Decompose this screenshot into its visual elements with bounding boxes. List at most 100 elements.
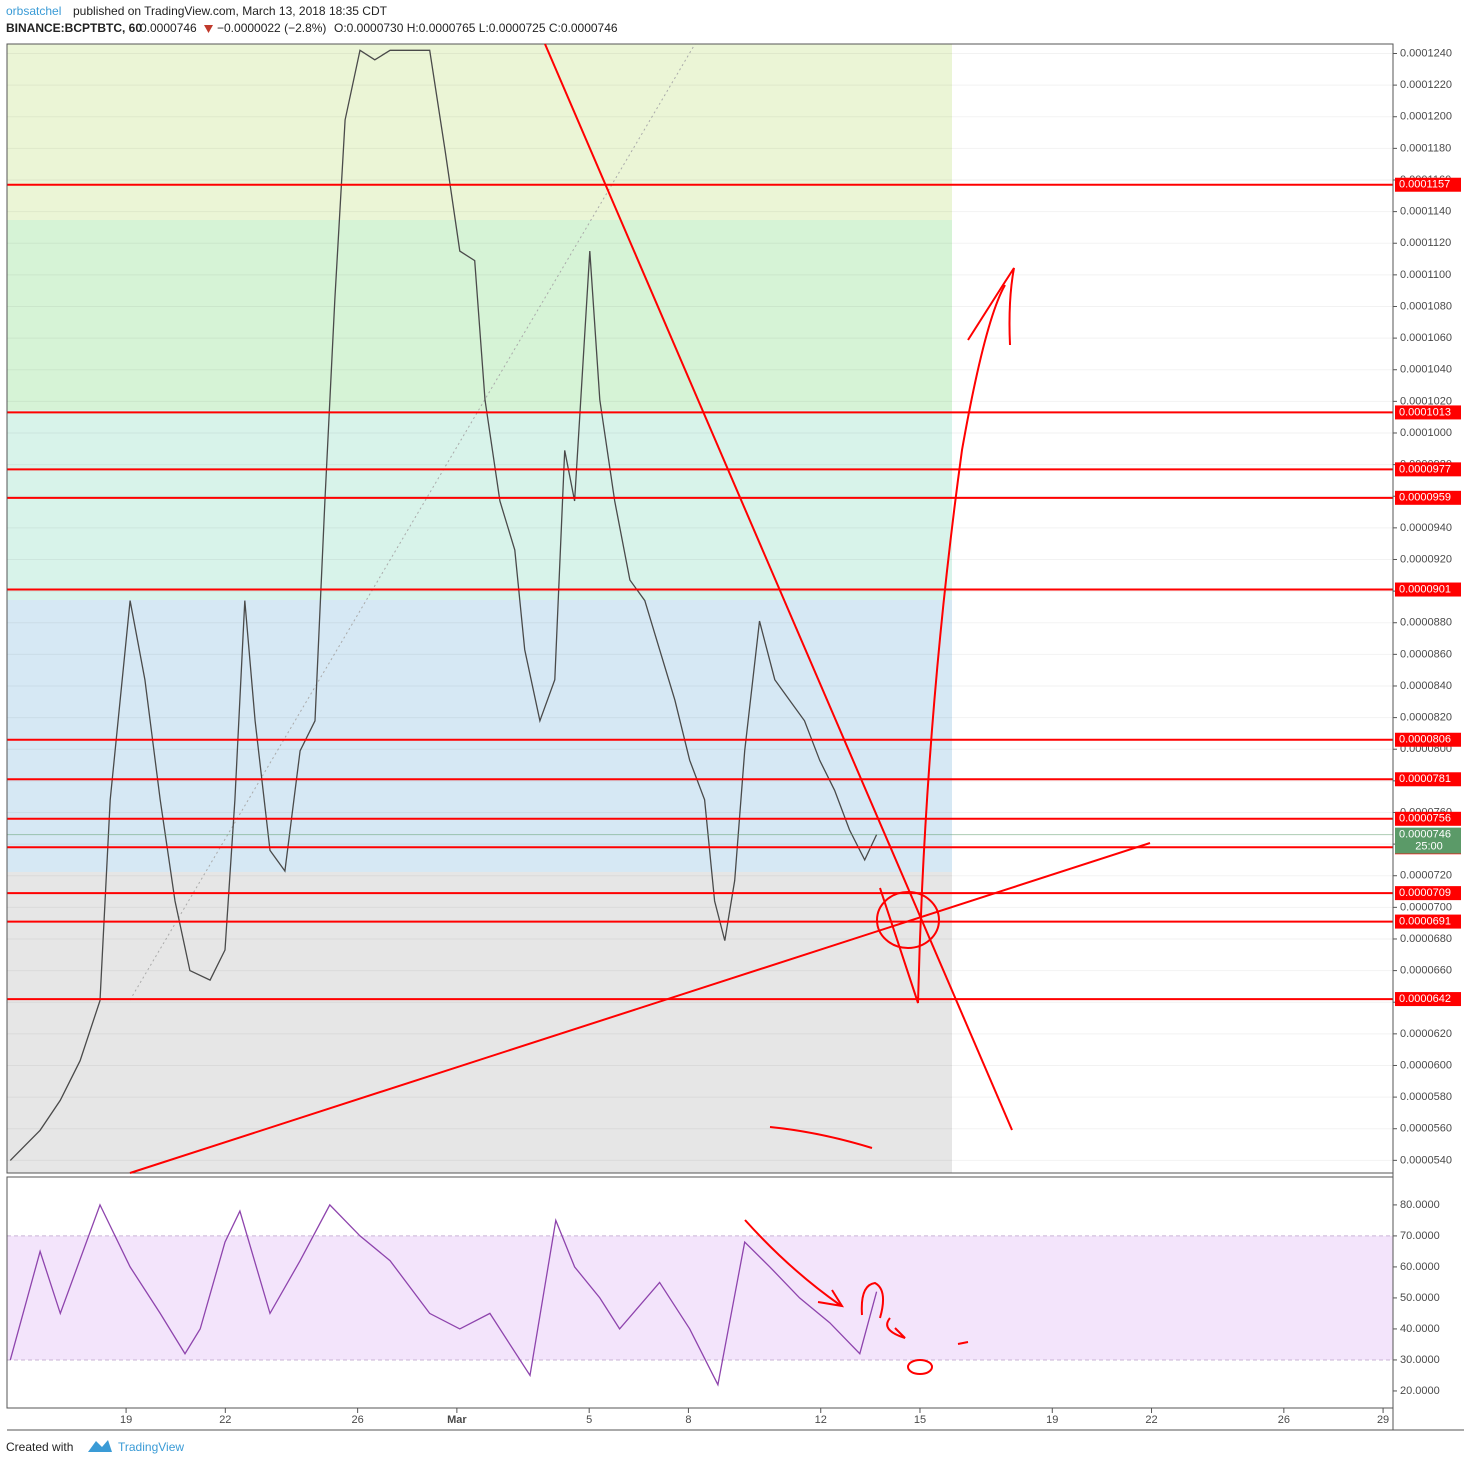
published: published on TradingView.com, March 13, … <box>73 4 388 18</box>
level-label-bg <box>1395 914 1461 929</box>
x-tick-label: 29 <box>1377 1414 1389 1426</box>
y-tick-label: 0.0001220 <box>1400 79 1452 91</box>
level-label: 0.0000901 <box>1399 583 1451 595</box>
y-tick-label: 0.0001180 <box>1400 142 1451 154</box>
series-line <box>9 49 878 1161</box>
y-tick-label: 0.0001060 <box>1400 332 1452 344</box>
y-tick-label: 0.0000920 <box>1400 553 1452 565</box>
x-tick-label: 12 <box>815 1414 827 1426</box>
y-tick-label: 0.0001140 <box>1400 206 1451 218</box>
level-label: 0.0000781 <box>1399 773 1451 785</box>
y-tick-label: 0.0000560 <box>1400 1123 1452 1135</box>
y-tick-label: 0.0000660 <box>1400 965 1452 977</box>
x-tick-label: 19 <box>120 1414 132 1426</box>
circle <box>876 891 940 949</box>
zone <box>7 44 952 220</box>
level-label-bg <box>1395 992 1461 1007</box>
y-tick-label: 0.0000860 <box>1400 648 1452 660</box>
level-label: 0.0001013 <box>1399 406 1451 418</box>
level-label-bg <box>1395 405 1461 420</box>
fib-zones <box>7 44 952 1173</box>
rsi-scribble <box>860 1281 906 1339</box>
y-tick-label: 0.0000940 <box>1400 522 1452 534</box>
down-arrow <box>204 25 213 33</box>
x-tick-label: 26 <box>352 1414 364 1426</box>
rsi-arrow <box>744 1219 845 1308</box>
y-tick-label: 0.0001000 <box>1400 427 1452 439</box>
frames <box>6 43 1464 1431</box>
level-label-bg <box>1395 177 1461 192</box>
arrowhead <box>967 267 1015 346</box>
y-tick-label: 60.0000 <box>1400 1261 1440 1273</box>
y-tick-label: 80.0000 <box>1400 1199 1440 1211</box>
last-price-bg <box>1395 827 1461 854</box>
level-label: 0.0000977 <box>1399 463 1451 475</box>
volume-note <box>769 1126 873 1149</box>
level-label: 0.0000642 <box>1399 993 1451 1005</box>
y-tick-label: 0.0000700 <box>1400 901 1452 913</box>
zone <box>7 220 952 410</box>
level-label-bg <box>1395 490 1461 505</box>
logo <box>88 1440 112 1452</box>
zone <box>7 872 952 1173</box>
y-tick-label: 70.0000 <box>1400 1230 1440 1242</box>
last-price-label: 0.0000746 <box>1399 829 1451 841</box>
x-tick-label: 26 <box>1278 1414 1290 1426</box>
level-label: 0.0000806 <box>1399 734 1451 746</box>
y-tick-label: 0.0000680 <box>1400 933 1452 945</box>
x-tick-label: 15 <box>914 1414 926 1426</box>
x-tick-label: 22 <box>1145 1414 1157 1426</box>
circle <box>907 1359 933 1375</box>
y-tick-label: 0.0000880 <box>1400 617 1452 629</box>
y-tick-label: 30.0000 <box>1400 1354 1440 1366</box>
level-label-bg <box>1395 462 1461 477</box>
footer-text: Created with <box>6 1440 73 1454</box>
x-tick-label: Mar <box>447 1414 467 1426</box>
y-tick-label: 0.0001040 <box>1400 364 1452 376</box>
level-label: 0.0000959 <box>1399 492 1451 504</box>
level-label-bg <box>1395 582 1461 597</box>
last-price: 0.0000746 <box>140 21 197 35</box>
series-line <box>9 1203 878 1387</box>
zone <box>7 410 952 600</box>
arrow <box>879 284 1006 1004</box>
level-label-bg <box>1395 811 1461 826</box>
x-tick-label: 8 <box>685 1414 691 1426</box>
y-tick-label: 0.0001080 <box>1400 300 1452 312</box>
y-tick-label: 0.0000840 <box>1400 680 1452 692</box>
dash <box>957 1341 969 1345</box>
level-label: 0.0000756 <box>1399 813 1451 825</box>
y-tick-label: 0.0001100 <box>1400 269 1451 281</box>
level-label: 0.0001157 <box>1399 179 1450 191</box>
y-tick-label: 0.0001200 <box>1400 111 1452 123</box>
symbol: BINANCE:BCPTBTC, 60 <box>6 21 142 35</box>
footer-brand[interactable]: TradingView <box>118 1440 184 1454</box>
level-label-bg <box>1395 732 1461 747</box>
y-tick-label: 0.0000820 <box>1400 712 1452 724</box>
trendline <box>129 842 1151 1174</box>
y-tick-label: 50.0000 <box>1400 1292 1440 1304</box>
level-label-bg <box>1395 772 1461 787</box>
x-tick-label: 22 <box>219 1414 231 1426</box>
fib-diagonal <box>129 43 696 1001</box>
author[interactable]: orbsatchel <box>6 4 61 18</box>
y-tick-label: 0.0000540 <box>1400 1154 1452 1166</box>
y-tick-label: 0.0001120 <box>1400 237 1451 249</box>
y-tick-label: 40.0000 <box>1400 1323 1440 1335</box>
level-label: 0.0000709 <box>1399 887 1451 899</box>
y-tick-label: 0.0000580 <box>1400 1091 1452 1103</box>
y-tick-label: 0.0000720 <box>1400 870 1452 882</box>
ohlc: O:0.0000730 H:0.0000765 L:0.0000725 C:0.… <box>334 21 618 35</box>
level-label-bg <box>1395 886 1461 901</box>
y-tick-label: 0.0001020 <box>1400 395 1452 407</box>
change: −0.0000022 (−2.8%) <box>217 21 326 35</box>
data-layer: 0.0000540 0.0000560 0.0000580 0.0000600 0.00… <box>7 47 1461 1426</box>
y-tick-label: 0.0000600 <box>1400 1059 1452 1071</box>
trendline <box>544 43 1013 1131</box>
rsi-band <box>7 1235 1393 1360</box>
x-tick-label: 5 <box>586 1414 592 1426</box>
x-tick-label: 19 <box>1046 1414 1058 1426</box>
y-tick-label: 0.0000620 <box>1400 1028 1452 1040</box>
level-label: 0.0000691 <box>1399 915 1451 927</box>
